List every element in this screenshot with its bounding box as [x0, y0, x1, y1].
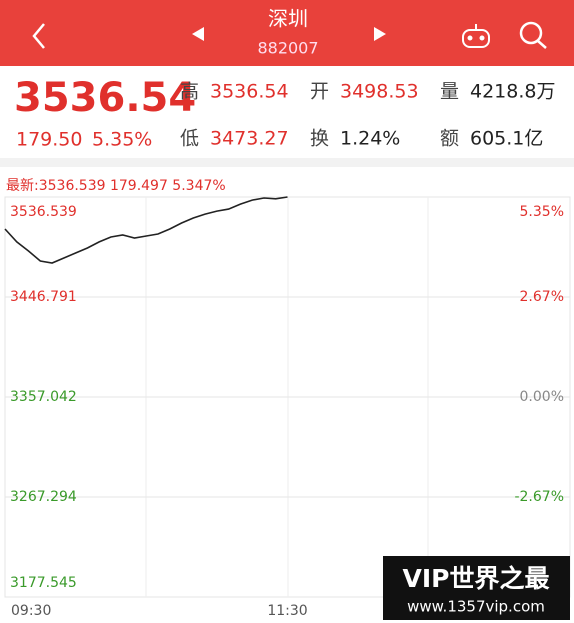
search-icon[interactable] — [519, 21, 547, 49]
price: 3536.54 — [14, 75, 196, 121]
stat-label: 开 — [310, 81, 329, 103]
y2-tick-label: 2.67% — [520, 289, 564, 305]
back-button[interactable] — [32, 23, 45, 49]
robot-icon[interactable] — [462, 24, 490, 48]
y2-tick-label: -2.67% — [514, 489, 564, 505]
stat-value: 4218.8万 — [470, 81, 555, 103]
x-tick-label: 09:30 — [11, 603, 51, 619]
price-line — [4, 196, 288, 264]
y-tick-label: 3267.294 — [10, 489, 77, 505]
stat-value: 3498.53 — [340, 81, 419, 103]
stat-label: 高 — [180, 81, 199, 103]
y2-tick-label: 5.35% — [520, 204, 564, 220]
watermark-url: www.1357vip.com — [407, 598, 545, 616]
y-tick-label: 3536.539 — [10, 204, 77, 220]
change-pct: 5.35% — [92, 129, 152, 151]
prev-button[interactable] — [192, 27, 204, 41]
stat-label: 换 — [310, 128, 329, 150]
y2-tick-label: 0.00% — [520, 389, 564, 405]
y-tick-label: 3446.791 — [10, 289, 77, 305]
y-tick-label: 3357.042 — [10, 389, 77, 405]
header-code: 882007 — [257, 39, 318, 58]
stat-value: 3536.54 — [210, 81, 289, 103]
stat-value: 1.24% — [340, 128, 400, 150]
watermark-box — [383, 556, 570, 620]
y-tick-label: 3177.545 — [10, 575, 77, 591]
stat-value: 3473.27 — [210, 128, 289, 150]
header-bar — [0, 0, 574, 66]
stat-value: 605.1亿 — [470, 128, 543, 150]
chart-subtitle: 最新:3536.539 179.497 5.347% — [6, 178, 226, 194]
header-title: 深圳 — [268, 7, 308, 31]
change: 179.50 — [16, 129, 82, 151]
separator — [0, 158, 574, 167]
x-tick-label: 11:30 — [267, 603, 307, 619]
next-button[interactable] — [374, 27, 386, 41]
stat-label: 低 — [180, 128, 199, 150]
watermark-title: VIP世界之最 — [403, 564, 551, 593]
stat-label: 额 — [440, 128, 459, 150]
stat-label: 量 — [440, 81, 459, 103]
